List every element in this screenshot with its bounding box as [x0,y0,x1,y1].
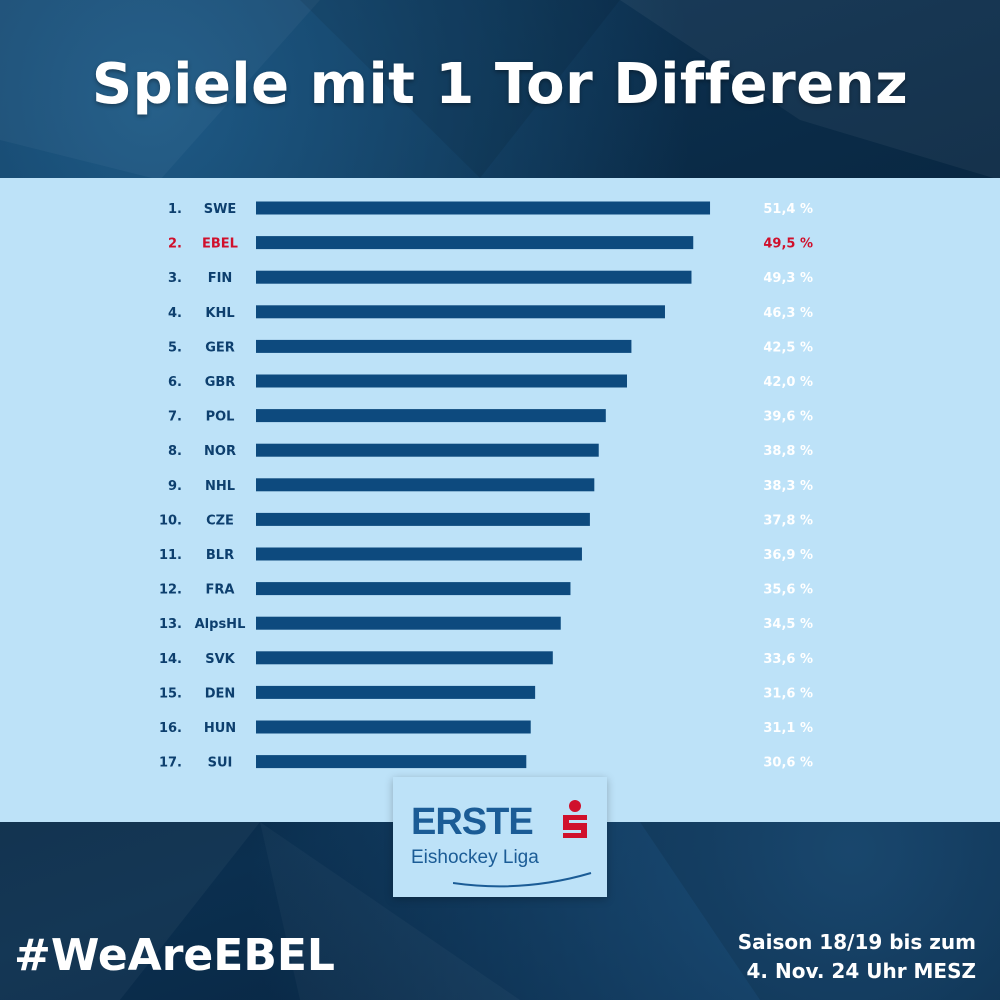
category-label: GBR [205,375,236,390]
value-label: 34,5 % [763,617,813,632]
bar [256,755,527,769]
value-label: 42,5 % [763,340,813,355]
category-label: SWE [204,202,237,217]
rank-label: 7. [168,410,182,425]
bar [256,547,582,561]
category-label: GER [205,340,235,355]
page-title: Spiele mit 1 Tor Differenz [91,52,909,117]
rank-label: 6. [168,375,182,390]
bar [256,339,632,353]
category-label: SUI [208,756,233,771]
value-label: 38,3 % [763,479,813,494]
category-label: SVK [205,652,235,667]
value-label: 37,8 % [763,513,813,528]
logo-subtitle: Eishockey Liga [411,847,539,868]
category-label: NHL [205,479,235,494]
rank-label: 17. [159,756,182,771]
bar [256,270,692,284]
bar [256,236,694,250]
bar [256,582,571,596]
value-label: 36,9 % [763,548,813,563]
bar [256,720,531,734]
rank-label: 9. [168,479,182,494]
value-label: 31,6 % [763,686,813,701]
category-label: EBEL [202,237,238,252]
category-label: CZE [206,513,234,528]
league-logo: ERSTE Eishockey Liga [393,777,607,897]
rank-label: 15. [159,686,182,701]
logo-wordmark: ERSTE [411,801,534,843]
value-label: 49,3 % [763,271,813,286]
season-note: Saison 18/19 bis zum 4. Nov. 24 Uhr MESZ [738,928,976,986]
rank-label: 3. [168,271,182,286]
bar [256,443,599,457]
value-label: 49,5 % [763,237,813,252]
bar [256,651,553,665]
value-label: 33,6 % [763,652,813,667]
rank-label: 13. [159,617,182,632]
rank-label: 14. [159,652,182,667]
category-label: FIN [208,271,233,286]
category-label: NOR [204,444,236,459]
sparkasse-s-icon [563,800,587,838]
value-label: 38,8 % [763,444,813,459]
logo-swoosh [453,872,592,888]
bar [256,409,606,423]
bar [256,685,536,699]
bar [256,374,627,388]
rank-label: 2. [168,237,182,252]
value-label: 30,6 % [763,756,813,771]
category-label: DEN [205,686,236,701]
bar [256,305,665,319]
value-label: 42,0 % [763,375,813,390]
rank-label: 5. [168,340,182,355]
bar [256,512,590,526]
rank-label: 1. [168,202,182,217]
value-label: 39,6 % [763,410,813,425]
category-label: HUN [204,721,236,736]
rank-label: 10. [159,513,182,528]
value-label: 46,3 % [763,306,813,321]
hashtag: #WeAreEBEL [14,930,335,981]
value-label: 51,4 % [763,202,813,217]
season-note-line-1: Saison 18/19 bis zum [737,930,976,954]
bar [256,616,561,630]
rank-label: 16. [159,721,182,736]
category-label: KHL [205,306,234,321]
rank-label: 12. [159,583,182,598]
rank-label: 11. [159,548,182,563]
rank-label: 8. [168,444,182,459]
category-label: BLR [206,548,234,563]
category-label: FRA [206,583,235,598]
season-note-line-2: 4. Nov. 24 Uhr MESZ [746,959,977,983]
rank-label: 4. [168,306,182,321]
bar [256,201,711,215]
bar [256,478,595,492]
value-label: 35,6 % [763,583,813,598]
value-label: 31,1 % [763,721,813,736]
category-label: POL [206,410,235,425]
chart-panel [0,178,1000,822]
category-label: AlpsHL [195,617,246,632]
